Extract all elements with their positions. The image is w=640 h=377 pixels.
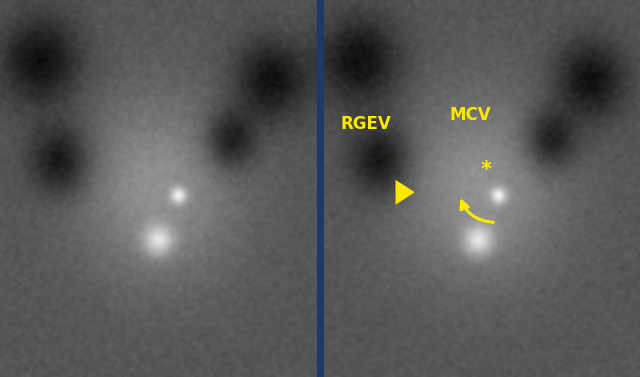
- Text: *: *: [481, 159, 492, 180]
- Text: MCV: MCV: [449, 106, 492, 124]
- Polygon shape: [396, 180, 415, 205]
- Text: RGEV: RGEV: [340, 115, 392, 133]
